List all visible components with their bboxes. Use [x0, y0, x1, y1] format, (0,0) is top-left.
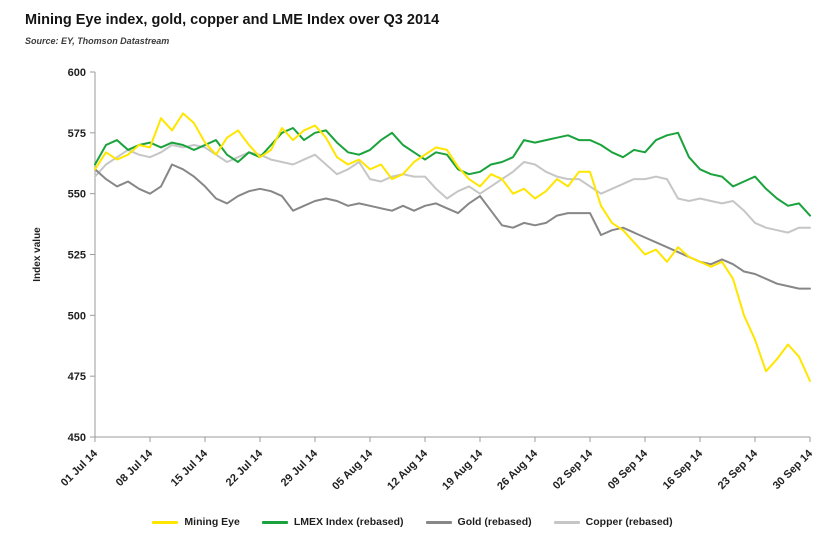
y-axis-title: Index value	[32, 227, 43, 282]
legend-label: Mining Eye	[184, 516, 240, 528]
legend-swatch	[553, 520, 580, 524]
legend-label: Gold (rebased)	[457, 516, 532, 528]
y-tick-label: 500	[68, 310, 86, 322]
legend-swatch	[425, 520, 452, 524]
legend-item: LMEX Index (rebased)	[261, 516, 404, 528]
x-tick-label: 16 Sep 14	[661, 447, 706, 492]
x-tick-label: 12 Aug 14	[385, 447, 431, 493]
y-tick-label: 475	[68, 371, 86, 383]
x-tick-label: 26 Aug 14	[495, 447, 541, 493]
x-tick-label: 05 Aug 14	[330, 447, 376, 493]
y-tick-label: 575	[68, 128, 86, 140]
series-line-gold-rebased	[94, 163, 811, 290]
legend-label: Copper (rebased)	[585, 516, 673, 528]
legend-label: LMEX Index (rebased)	[293, 516, 404, 528]
chart-source: Source: EY, Thomson Datastream	[25, 36, 170, 46]
chart-title: Mining Eye index, gold, copper and LME I…	[25, 12, 440, 28]
legend-item: Copper (rebased)	[553, 516, 673, 528]
y-tick-label: 525	[68, 250, 86, 262]
legend-item: Mining Eye	[152, 516, 240, 528]
series-line-mining-eye	[94, 112, 811, 382]
y-tick-label: 550	[68, 189, 86, 201]
x-tick-label: 15 Jul 14	[169, 447, 211, 489]
x-tick-label: 01 Jul 14	[59, 447, 101, 489]
legend-item: Gold (rebased)	[425, 516, 532, 528]
legend-swatch	[152, 520, 179, 524]
x-tick-label: 02 Sep 14	[551, 447, 596, 492]
y-tick-label: 600	[68, 67, 86, 79]
x-tick-label: 30 Sep 14	[771, 447, 816, 492]
series-line-lmex-index-rebased	[94, 127, 811, 217]
x-tick-label: 22 Jul 14	[224, 447, 266, 489]
x-tick-label: 09 Sep 14	[606, 447, 651, 492]
x-tick-label: 29 Jul 14	[279, 447, 321, 489]
legend-swatch	[261, 520, 288, 524]
x-tick-label: 08 Jul 14	[114, 447, 156, 489]
y-tick-label: 450	[68, 432, 86, 444]
x-tick-label: 23 Sep 14	[716, 447, 761, 492]
x-tick-label: 19 Aug 14	[440, 447, 486, 493]
line-chart: 450 475 500 525 550 575 600 01 Jul 14 08 Jul 14 1…	[32, 67, 816, 493]
chart-legend: Mining Eye LMEX Index (rebased) Gold (reba…	[0, 516, 825, 528]
